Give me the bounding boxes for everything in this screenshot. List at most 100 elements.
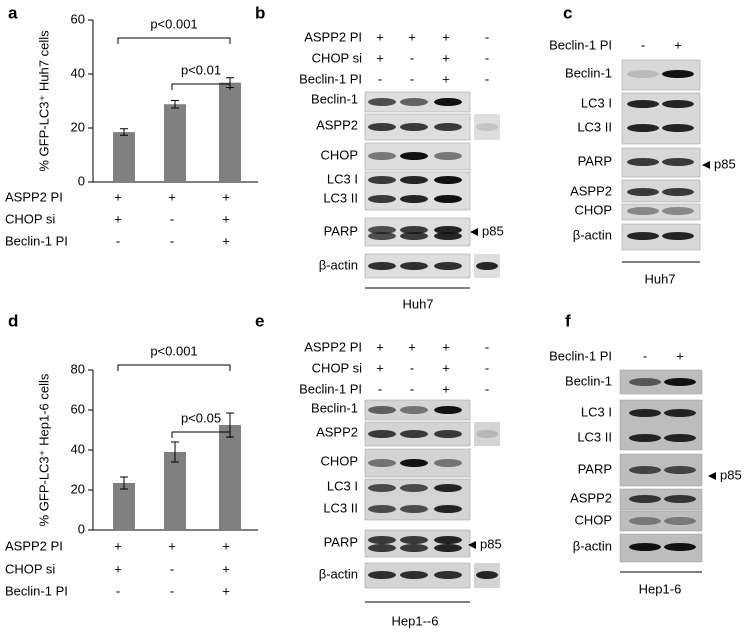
blot-band <box>400 195 428 203</box>
band-label: CHOP <box>320 453 358 468</box>
condition-sign: - <box>641 37 645 52</box>
blot-band <box>627 100 659 108</box>
blot-strip <box>621 203 701 221</box>
band-label: β-actin <box>319 257 358 272</box>
blot-band <box>434 123 462 131</box>
y-tick-label: 40 <box>71 441 85 456</box>
band-label: ASPP2 <box>316 424 358 439</box>
blot-band <box>476 430 498 438</box>
condition-sign: - <box>485 360 489 375</box>
band-label: β-actin <box>573 227 612 242</box>
arrow <box>470 228 478 236</box>
blot-band <box>368 406 396 414</box>
condition-label: ASPP2 PI <box>304 29 362 44</box>
blot-band <box>434 536 462 544</box>
y-tick-label: 60 <box>71 401 85 416</box>
p-value: p<0.01 <box>181 62 221 77</box>
condition-sign: + <box>408 339 416 354</box>
condition-sign: + <box>676 348 684 363</box>
blot-band <box>400 123 428 131</box>
blot-band <box>662 100 694 108</box>
blot-band <box>400 536 428 544</box>
blot-band <box>434 98 462 106</box>
blot-band <box>664 466 696 474</box>
blot-band <box>434 505 462 513</box>
arrow <box>702 161 710 169</box>
y-tick-label: 20 <box>71 481 85 496</box>
cell-line: Huh7 <box>644 271 675 286</box>
condition-sign: + <box>442 29 450 44</box>
y-tick-label: 40 <box>71 65 85 80</box>
blot-band <box>629 495 661 503</box>
condition-sign: + <box>222 211 230 226</box>
condition-sign: + <box>114 211 122 226</box>
condition-label: CHOP si <box>312 360 362 375</box>
panel-label: b <box>255 3 265 22</box>
blot-band <box>434 571 462 579</box>
blot-band <box>627 124 659 132</box>
condition-sign: + <box>376 50 384 65</box>
blot-band <box>434 226 462 234</box>
blot-strip <box>474 422 500 446</box>
blot-band <box>629 409 661 417</box>
blot-band <box>664 378 696 386</box>
band-label: PARP <box>578 461 612 476</box>
y-tick-label: 0 <box>78 521 85 536</box>
arrow <box>708 472 716 480</box>
blot-band <box>629 378 661 386</box>
blot-band <box>434 152 462 160</box>
condition-sign: + <box>442 381 450 396</box>
condition-sign: - <box>643 348 647 363</box>
blot-band <box>400 262 428 270</box>
condition-sign: + <box>442 71 450 86</box>
band-label: CHOP <box>574 512 612 527</box>
cell-line: Hep1-6 <box>639 581 682 596</box>
arrow-label: p85 <box>482 223 504 238</box>
arrow-label: p85 <box>480 536 502 551</box>
band-label: PARP <box>324 534 358 549</box>
y-tick-label: 0 <box>78 173 85 188</box>
blot-strip <box>474 114 500 140</box>
blot-band <box>400 226 428 234</box>
condition-sign: - <box>485 71 489 86</box>
significance-bracket <box>117 364 231 371</box>
bar <box>164 104 186 182</box>
blot-band <box>400 544 428 552</box>
condition-sign: + <box>222 233 230 248</box>
condition-sign: + <box>168 189 176 204</box>
band-label: LC3 I <box>327 171 358 186</box>
band-label: ASPP2 <box>316 117 358 132</box>
condition-sign: + <box>376 360 384 375</box>
condition-label: Beclin-1 PI <box>5 233 68 248</box>
blot-band <box>629 517 661 525</box>
y-tick-label: 60 <box>71 11 85 26</box>
arrow-label: p85 <box>720 467 742 482</box>
condition-sign: + <box>408 29 416 44</box>
p-value: p<0.001 <box>150 16 197 31</box>
band-label: LC3 II <box>323 500 358 515</box>
cell-line: Hep1--6 <box>392 613 439 628</box>
blot-band <box>627 188 659 196</box>
condition-sign: - <box>410 381 414 396</box>
condition-sign: - <box>378 71 382 86</box>
band-label: LC3 II <box>323 190 358 205</box>
blot-band <box>662 188 694 196</box>
error-bar <box>120 476 128 490</box>
condition-sign: + <box>442 50 450 65</box>
condition-sign: + <box>674 37 682 52</box>
error-bar <box>120 128 128 136</box>
bar <box>113 132 135 182</box>
blot-band <box>434 544 462 552</box>
condition-sign: + <box>442 360 450 375</box>
blot-band <box>476 571 498 579</box>
band-label: CHOP <box>574 202 612 217</box>
bar <box>219 425 241 530</box>
blot-band <box>368 484 396 492</box>
condition-sign: + <box>442 339 450 354</box>
blot-band <box>662 158 694 166</box>
band-label: LC3 II <box>577 119 612 134</box>
band-label: Beclin-1 <box>565 373 612 388</box>
blot-band <box>368 195 396 203</box>
blot-band <box>400 176 428 184</box>
blot-band <box>368 232 396 240</box>
